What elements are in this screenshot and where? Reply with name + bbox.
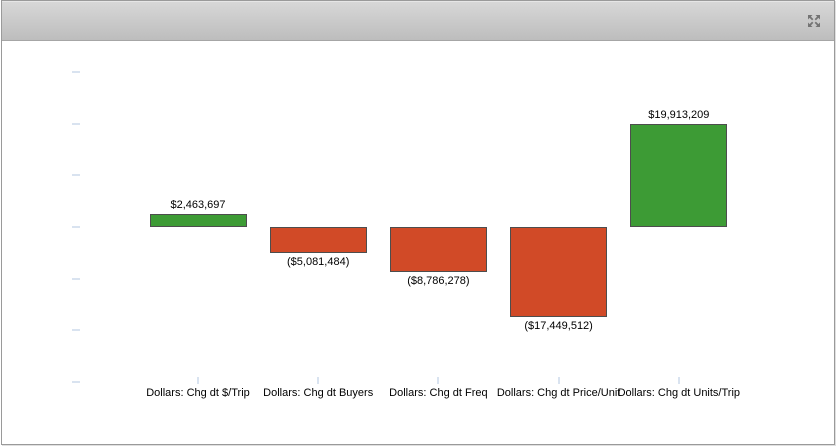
x-axis-category-label: Dollars: Chg dt Buyers bbox=[263, 387, 374, 399]
expand-icon[interactable] bbox=[805, 12, 822, 29]
x-axis-category-label: Dollars: Chg dt Price/Unit bbox=[496, 387, 621, 399]
x-axis-tick bbox=[557, 377, 560, 384]
y-axis-tick bbox=[72, 329, 80, 332]
x-axis-tick bbox=[317, 377, 320, 384]
bar-value-label: ($17,449,512) bbox=[524, 320, 593, 333]
bar-1[interactable] bbox=[149, 214, 247, 227]
bar-4[interactable] bbox=[510, 227, 608, 318]
bar-value-label: ($8,786,278) bbox=[407, 275, 470, 288]
bar-2[interactable] bbox=[269, 227, 367, 254]
x-axis-category-label: Dollars: Chg dt $/Trip bbox=[146, 387, 250, 399]
bar-3[interactable] bbox=[389, 227, 487, 273]
y-axis-tick bbox=[72, 71, 80, 74]
y-axis-tick bbox=[72, 122, 80, 125]
y-axis-tick bbox=[72, 277, 80, 280]
x-axis-tick bbox=[677, 377, 680, 384]
x-axis-category-label: Dollars: Chg dt Freq bbox=[389, 387, 488, 399]
y-axis-tick bbox=[72, 226, 80, 228]
expand-icon-glyph bbox=[807, 14, 820, 27]
bar-value-label: $19,913,209 bbox=[648, 109, 710, 122]
x-axis-tick bbox=[197, 377, 199, 384]
widget-titlebar bbox=[2, 1, 834, 41]
bar-value-label: $2,463,697 bbox=[170, 199, 226, 212]
y-axis-tick bbox=[72, 174, 80, 177]
bar-5[interactable] bbox=[630, 124, 728, 227]
x-axis-tick bbox=[437, 377, 440, 384]
bar-value-label: ($5,081,484) bbox=[286, 256, 350, 269]
x-axis-category-label: Dollars: Chg dt Units/Trip bbox=[617, 387, 741, 399]
y-axis-tick bbox=[72, 380, 80, 383]
